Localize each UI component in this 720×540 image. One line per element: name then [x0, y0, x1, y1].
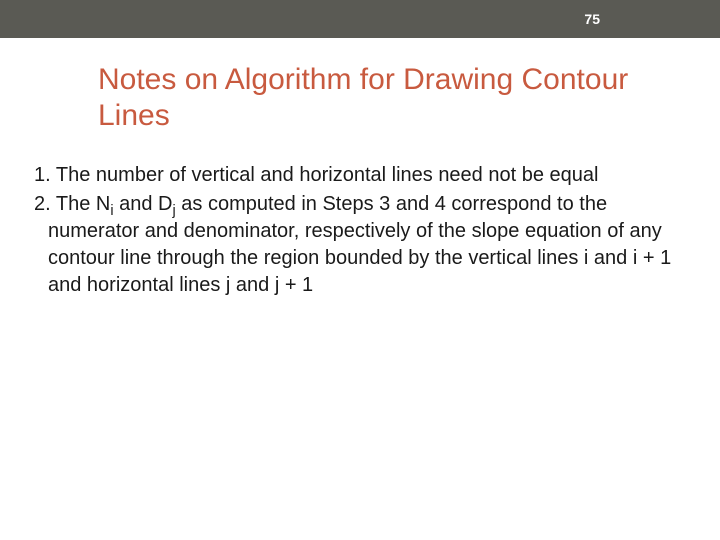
item-2-text: 2. The Ni and Dj as computed in Steps 3 … [34, 191, 680, 299]
item-1-text: 1. The number of vertical and horizontal… [34, 162, 680, 189]
list-item: 1. The number of vertical and horizontal… [34, 162, 680, 189]
page-number: 75 [584, 11, 600, 27]
slide-title: Notes on Algorithm for Drawing Contour L… [98, 62, 638, 134]
list-item: 2. The Ni and Dj as computed in Steps 3 … [34, 191, 680, 299]
header-bar: 75 [0, 0, 720, 38]
content-body: 1. The number of vertical and horizontal… [34, 162, 680, 299]
